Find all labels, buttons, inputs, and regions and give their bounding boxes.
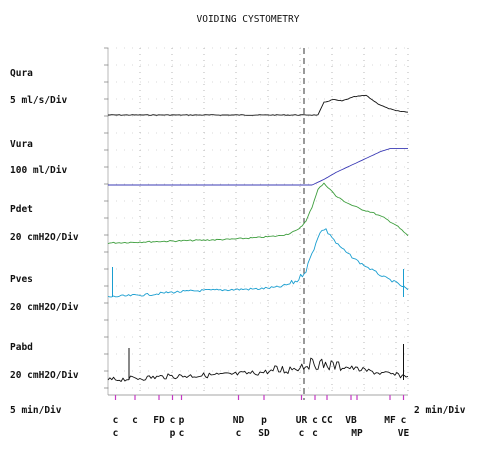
channel-4-name: Pabd [10,342,33,353]
event-label-top: c [170,415,176,426]
series-line-pves [107,228,409,298]
event-label-top: c [401,415,407,426]
channel-3-scale: 20 cmH2O/Div [10,302,79,313]
series-line-pdet [107,182,409,245]
event-label-bottom: p [170,428,176,439]
channel-3-name: Pves [10,274,33,285]
chart-traces [107,94,409,382]
event-label-bottom: c [299,428,305,439]
event-label-bottom: SD [258,428,270,439]
event-label-bottom: c [113,428,119,439]
event-label-top: CC [321,415,333,426]
channel-0-scale: 5 ml/s/Div [10,95,67,106]
channel-2-name: Pdet [10,204,33,215]
event-label-top: c [312,415,318,426]
event-label-top: c [132,415,138,426]
channel-1-scale: 100 ml/Div [10,165,67,176]
event-label-top: p [261,415,267,426]
x-scale-right: 2 min/Div [414,405,466,416]
event-label-top: ND [233,415,245,426]
event-label-top: VB [345,415,357,426]
x-scale-left: 5 min/Div [10,405,62,416]
chart-grid [104,47,409,400]
event-label-bottom: c [312,428,318,439]
channel-2-scale: 20 cmH2O/Div [10,232,79,243]
event-label-top: FD [153,415,165,426]
event-label-bottom: c [179,428,185,439]
event-label-top: MF [384,415,396,426]
series-line-vura [108,148,408,186]
event-label-bottom: c [236,428,242,439]
channel-1-name: Vura [10,139,33,150]
event-label-top: p [179,415,185,426]
channel-0-name: Qura [10,68,33,79]
channel-4-scale: 20 cmH2O/Div [10,370,79,381]
series-line-pabd [107,357,409,382]
event-label-top: UR [296,415,308,426]
event-label-bottom: VE [398,428,410,439]
event-label-top: c [113,415,119,426]
series-line-qura [108,94,409,116]
event-label-bottom: MP [351,428,363,439]
chart-title: VOIDING CYSTOMETRY [197,14,300,25]
